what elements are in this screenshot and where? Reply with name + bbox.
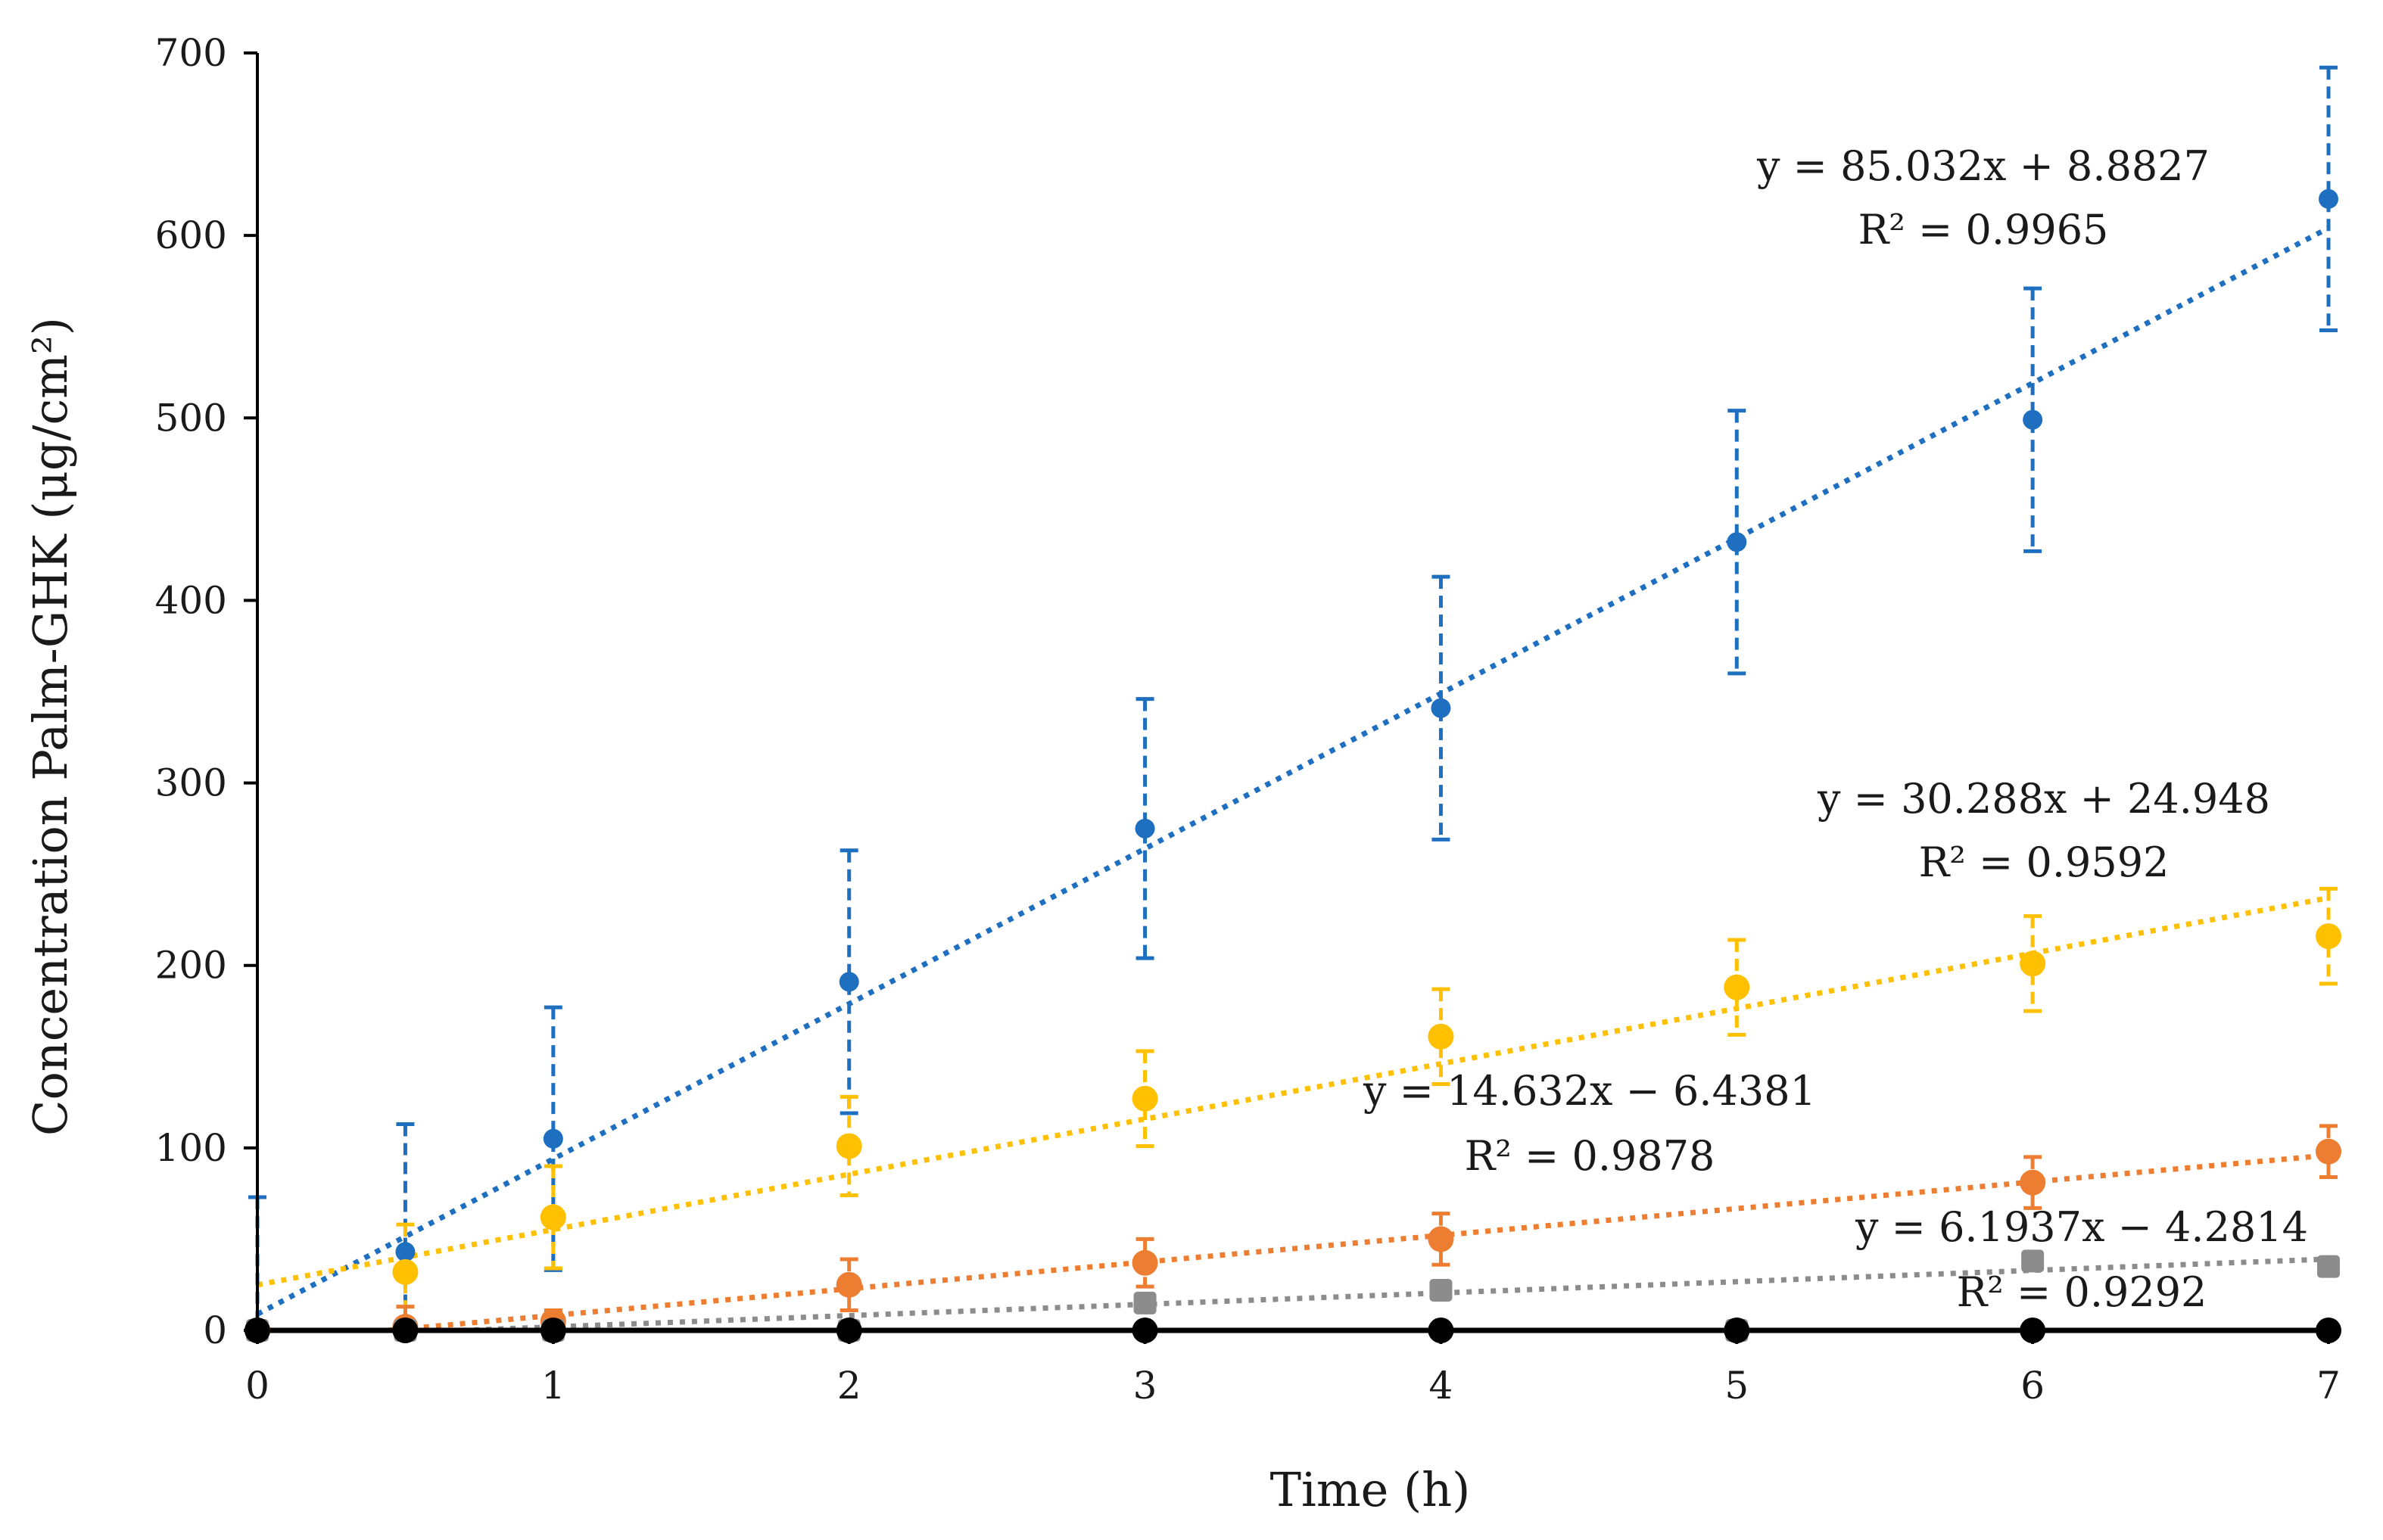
orange-trend-r2: R² = 0.9878 — [1465, 1132, 1715, 1180]
orange-trendline — [387, 1153, 2329, 1333]
orange-point — [2316, 1138, 2341, 1165]
black-point — [836, 1318, 862, 1343]
black-point — [1132, 1318, 1158, 1343]
black-point — [540, 1318, 566, 1343]
y-tick-label: 700 — [155, 31, 227, 75]
y-tick-label: 0 — [203, 1308, 227, 1352]
gray-trend-r2: R² = 0.9292 — [1957, 1268, 2207, 1316]
y-tick-label: 600 — [155, 213, 227, 257]
yellow-point — [2316, 923, 2341, 950]
gray-point — [1133, 1291, 1157, 1314]
yellow-point — [2020, 950, 2046, 977]
yellow-point — [1724, 974, 1750, 1000]
black-point — [392, 1318, 419, 1343]
x-tick-label: 7 — [2316, 1364, 2341, 1408]
black-point — [1724, 1318, 1750, 1343]
blue-point — [1135, 818, 1155, 838]
black-point — [2020, 1318, 2046, 1343]
yellow-point — [836, 1133, 862, 1159]
gray-point — [1429, 1278, 1453, 1302]
x-tick-label: 6 — [2020, 1364, 2045, 1408]
orange-point — [1132, 1249, 1158, 1276]
y-tick-label: 500 — [155, 396, 227, 440]
x-tick-label: 2 — [837, 1364, 861, 1408]
trendlines — [256, 226, 2330, 1333]
blue-trend-equation: y = 85.032x + 8.8827 — [1756, 142, 2210, 190]
y-tick-label: 200 — [155, 944, 227, 988]
blue-point — [2319, 188, 2338, 209]
x-axis-title: Time (h) — [1270, 1462, 1471, 1517]
yellow-point — [392, 1258, 419, 1285]
annotations: y = 85.032x + 8.8827 R² = 0.9965 y = 30.… — [1363, 142, 2308, 1316]
gray-point — [2021, 1249, 2045, 1273]
blue-point — [1431, 698, 1451, 718]
yellow-point — [1132, 1085, 1158, 1112]
y-axis-title: Concentration Palm-GHK (μg/cm²) — [23, 317, 78, 1136]
yellow-trend-r2: R² = 0.9592 — [1919, 838, 2170, 886]
yellow-trend-equation: y = 30.288x + 24.948 — [1817, 775, 2270, 823]
data-markers — [245, 188, 2341, 1343]
blue-point — [839, 972, 859, 992]
blue-point — [2023, 409, 2043, 430]
orange-trend-equation: y = 14.632x − 6.4381 — [1363, 1067, 1816, 1115]
x-tick-label: 5 — [1724, 1364, 1749, 1408]
gray-trendline — [462, 1256, 2329, 1333]
y-tick-label: 300 — [155, 761, 227, 805]
blue-point — [1727, 532, 1747, 552]
orange-point — [2020, 1169, 2046, 1196]
yellow-point — [1428, 1023, 1454, 1050]
gray-point — [2317, 1255, 2340, 1278]
black-point — [1428, 1318, 1454, 1343]
black-point — [2316, 1318, 2341, 1343]
y-tick-label: 400 — [155, 578, 227, 622]
blue-trend-r2: R² = 0.9965 — [1858, 206, 2109, 254]
x-tick-label: 3 — [1133, 1364, 1157, 1408]
blue-point — [543, 1128, 563, 1149]
yellow-point — [540, 1204, 566, 1230]
x-tick-label: 4 — [1429, 1364, 1453, 1408]
orange-point — [836, 1271, 862, 1298]
y-tick-label: 100 — [155, 1126, 227, 1170]
orange-point — [1428, 1226, 1454, 1252]
x-tick-label: 0 — [245, 1364, 269, 1408]
blue-point — [395, 1242, 416, 1262]
black-point — [245, 1318, 270, 1343]
blue-trendline — [256, 226, 2330, 1317]
x-tick-label: 1 — [541, 1364, 565, 1408]
gray-trend-equation: y = 6.1937x − 4.2814 — [1855, 1203, 2308, 1251]
